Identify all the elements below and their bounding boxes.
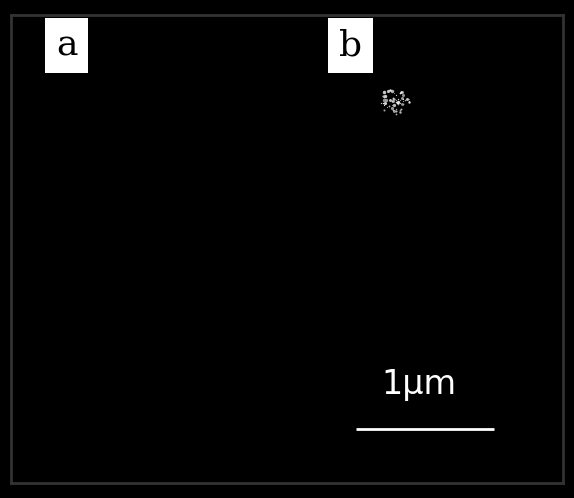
Text: a: a [56, 28, 77, 62]
Text: 1μm: 1μm [382, 368, 457, 401]
Text: b: b [339, 28, 362, 62]
